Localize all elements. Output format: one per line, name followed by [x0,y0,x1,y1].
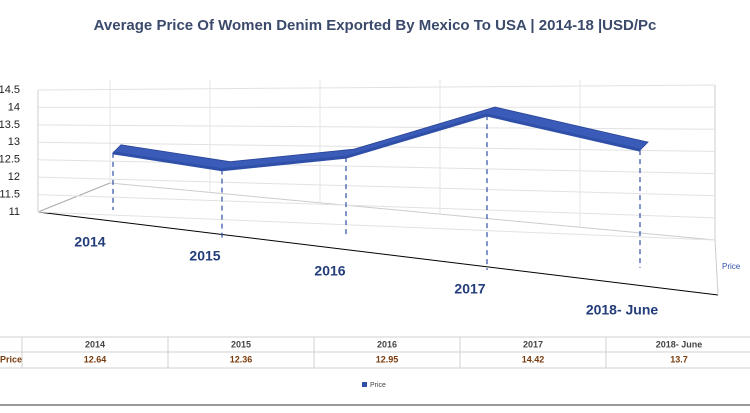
floor-right-edge [714,239,719,296]
table-value: 12.36 [230,354,253,364]
floor-back-edge [109,182,716,241]
y-tick-label: 13.5 [0,119,20,131]
grid-line [37,176,716,197]
line-series [112,113,641,172]
table-value: 14.42 [522,354,545,364]
y-tick-label: 14.5 [0,84,20,96]
y-tick-label: 11 [9,206,20,218]
y-tick-label: 12 [8,171,20,183]
grid-line [37,84,716,91]
y-tick-label: 13 [8,136,20,148]
x-tick-label: 2014 [74,234,105,250]
legend-label: Price [370,382,386,389]
grid-line [37,159,716,175]
y-tick-label: 12.5 [0,154,20,166]
grid-line [37,211,716,241]
table-value: 12.95 [376,354,399,364]
x-tick-label: 2015 [189,248,220,264]
table-header: 2017 [523,339,543,349]
table-header: 2015 [231,339,251,349]
table-header: 2016 [377,339,397,349]
x-tick-label: 2017 [454,281,485,297]
x-tick-label: 2018- June [586,302,659,318]
data-table-grid [0,336,750,369]
floor-left-edge [37,182,111,213]
floor-front-edge [37,211,719,296]
y-tick-label: 11.5 [0,188,20,200]
table-header: 2018- June [656,339,703,349]
table-row-label: Price [0,354,22,364]
table-header: 2014 [85,339,105,349]
grid-line [37,124,716,130]
table-value: 12.64 [84,354,107,364]
y-tick-label: 14 [8,101,20,113]
chart-title: Average Price Of Women Denim Exported By… [94,17,657,34]
grid-line [37,194,716,219]
table-value: 13.7 [670,354,688,364]
legend-swatch [362,382,367,387]
series-axis-label: Price [722,262,741,271]
x-tick-label: 2016 [314,263,345,279]
